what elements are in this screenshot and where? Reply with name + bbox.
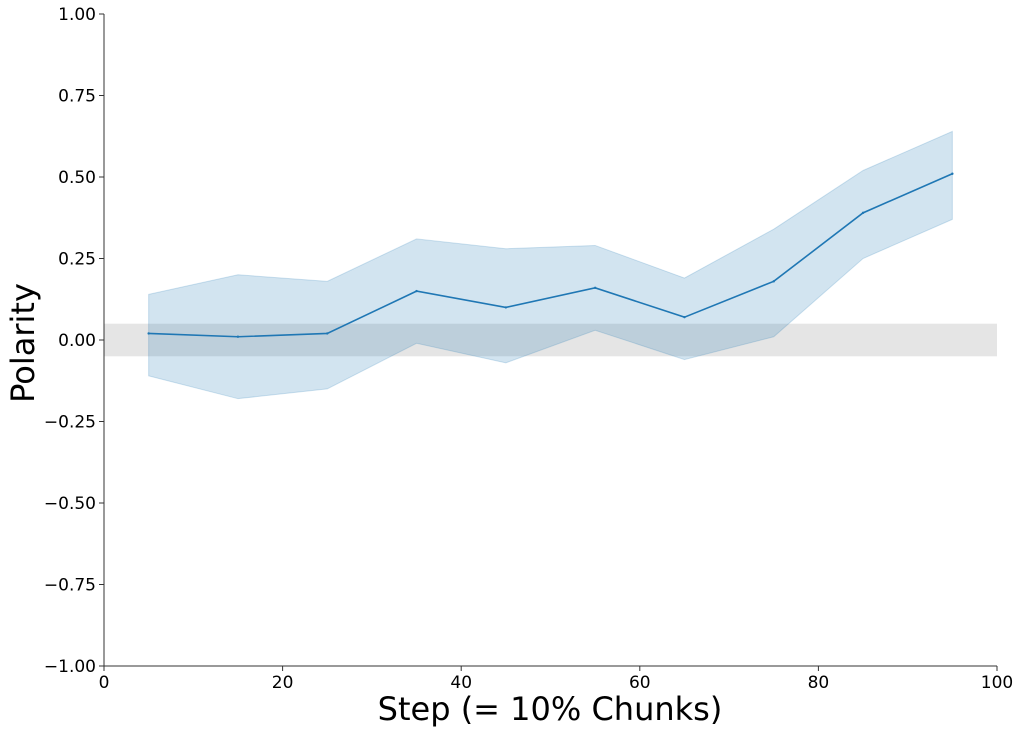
data-point bbox=[593, 286, 597, 290]
y-ticks-layer: −1.00 −0.75 −0.50 −0.25 0.00 0.25 0.50 0.75 1.00 bbox=[44, 5, 104, 677]
data-point bbox=[236, 335, 240, 338]
y-tick-label: 0.75 bbox=[58, 87, 96, 107]
y-tick-label: 0.50 bbox=[58, 168, 96, 188]
neutral-band bbox=[104, 323, 997, 357]
y-tick-label: −0.50 bbox=[44, 494, 96, 514]
x-tick-label: 80 bbox=[808, 673, 830, 693]
x-tick-label: 20 bbox=[272, 673, 294, 693]
x-ticks-layer: 0 20 40 60 80 100 bbox=[99, 666, 1013, 693]
x-tick-label: 40 bbox=[450, 673, 472, 693]
y-tick-label: −1.00 bbox=[44, 657, 96, 677]
y-tick-label: 0.25 bbox=[58, 250, 96, 270]
confidence-band bbox=[148, 130, 953, 400]
neutral-band-layer bbox=[104, 323, 997, 357]
y-axis-title: Polarity bbox=[4, 283, 42, 403]
data-point bbox=[326, 332, 329, 335]
data-point bbox=[951, 172, 954, 175]
y-tick-label: 1.00 bbox=[58, 5, 96, 25]
y-tick-label: 0.00 bbox=[58, 331, 96, 351]
data-point bbox=[504, 306, 508, 309]
data-point bbox=[415, 289, 418, 293]
confidence-band-layer bbox=[148, 130, 953, 400]
data-point bbox=[861, 211, 865, 215]
x-axis-title: Step (= 10% Chunks) bbox=[378, 690, 723, 728]
data-point bbox=[772, 280, 775, 283]
data-point bbox=[683, 315, 686, 319]
series-line bbox=[148, 173, 953, 338]
x-tick-label: 60 bbox=[629, 673, 651, 693]
y-tick-label: −0.25 bbox=[44, 413, 96, 433]
x-tick-label: 0 bbox=[99, 673, 110, 693]
y-tick-label: −0.75 bbox=[44, 576, 96, 596]
data-point bbox=[147, 332, 150, 335]
series-line-layer bbox=[147, 172, 954, 338]
x-tick-label: 100 bbox=[981, 673, 1013, 693]
